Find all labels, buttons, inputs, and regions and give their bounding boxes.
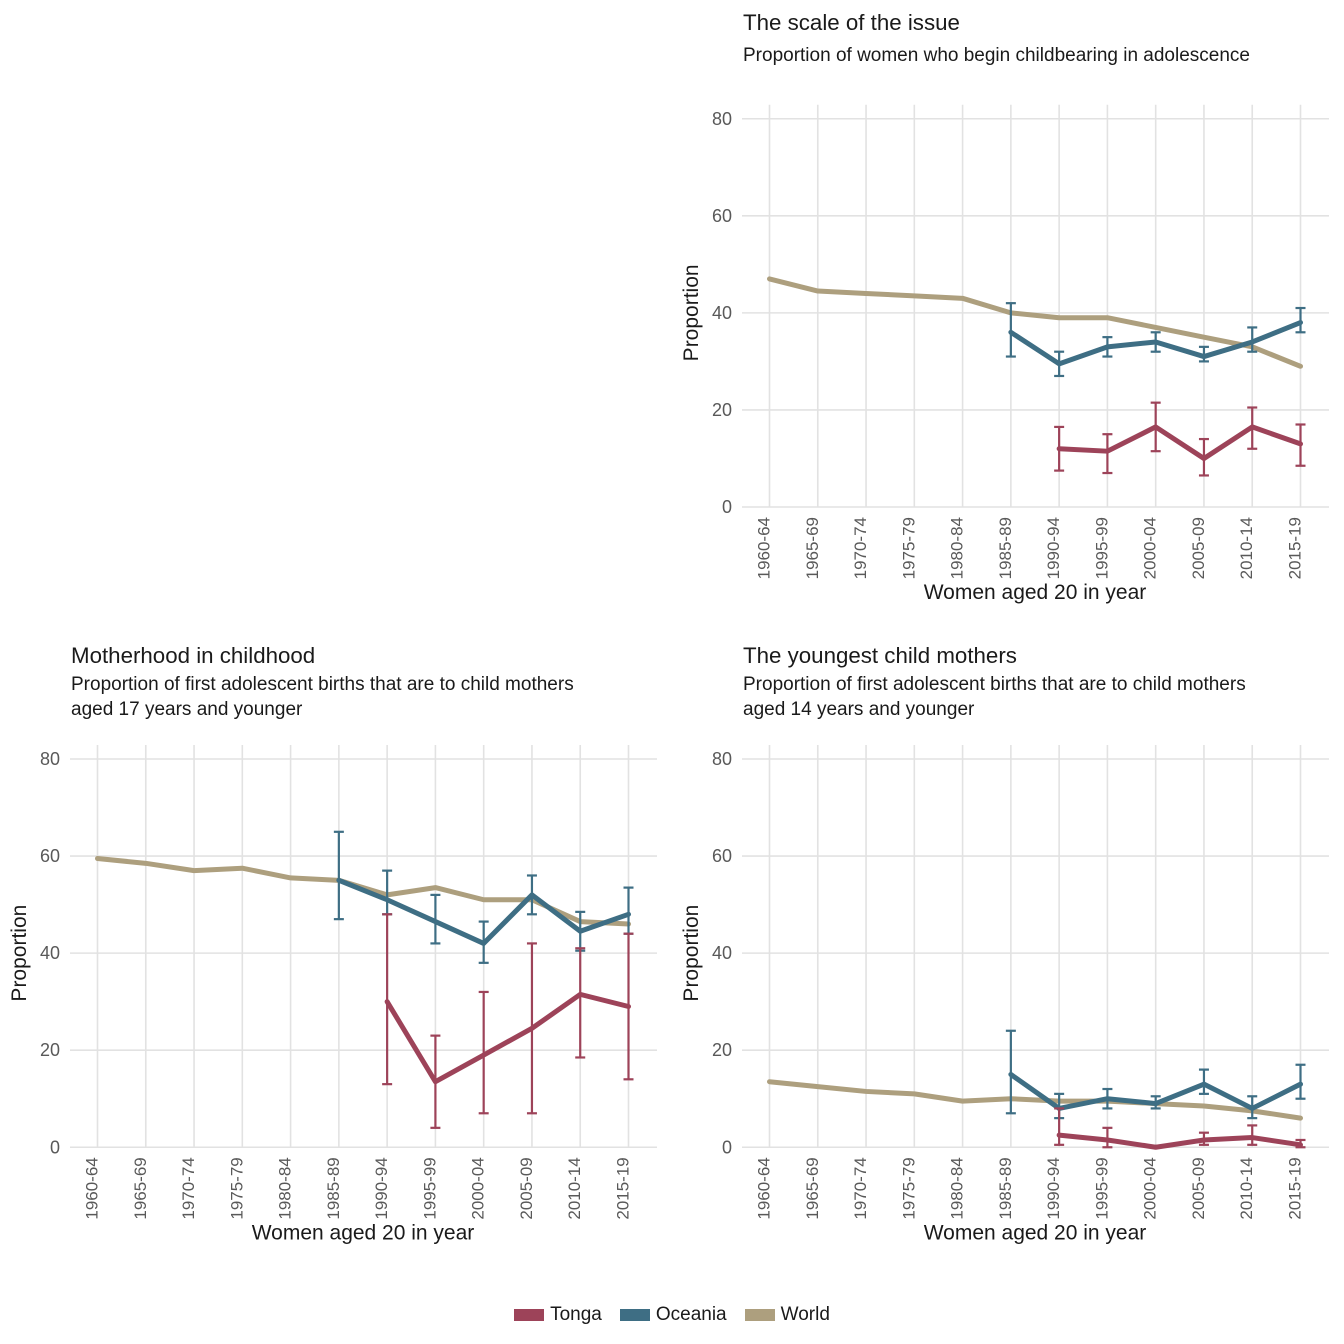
svg-text:80: 80 — [712, 109, 732, 129]
svg-text:Proportion: Proportion — [8, 905, 31, 1002]
svg-text:1980-84: 1980-84 — [276, 1157, 295, 1219]
svg-text:60: 60 — [40, 846, 60, 866]
svg-text:20: 20 — [712, 1040, 732, 1060]
svg-text:Proportion: Proportion — [680, 905, 703, 1002]
svg-text:1995-99: 1995-99 — [1092, 1157, 1111, 1219]
svg-text:1980-84: 1980-84 — [948, 517, 967, 579]
svg-text:40: 40 — [712, 303, 732, 323]
svg-text:Women aged 20 in year: Women aged 20 in year — [924, 581, 1147, 604]
svg-text:1965-69: 1965-69 — [131, 1157, 150, 1219]
svg-text:2000-04: 2000-04 — [469, 1157, 488, 1219]
svg-text:1980-84: 1980-84 — [948, 1157, 967, 1219]
svg-text:1975-79: 1975-79 — [899, 517, 918, 579]
svg-text:1995-99: 1995-99 — [1092, 517, 1111, 579]
svg-text:1990-94: 1990-94 — [1044, 517, 1063, 579]
svg-text:1960-64: 1960-64 — [755, 517, 774, 579]
svg-text:1960-64: 1960-64 — [83, 1157, 102, 1219]
svg-text:2010-14: 2010-14 — [1237, 1157, 1256, 1219]
svg-text:0: 0 — [50, 1137, 60, 1157]
svg-text:1990-94: 1990-94 — [1044, 1157, 1063, 1219]
svg-text:2005-09: 2005-09 — [517, 1157, 536, 1219]
svg-text:Women aged 20 in year: Women aged 20 in year — [252, 1221, 475, 1244]
svg-text:40: 40 — [712, 943, 732, 963]
svg-text:2010-14: 2010-14 — [565, 1157, 584, 1219]
svg-text:2000-04: 2000-04 — [1141, 1157, 1160, 1219]
svg-text:20: 20 — [40, 1040, 60, 1060]
svg-text:1970-74: 1970-74 — [851, 1157, 870, 1219]
svg-text:1965-69: 1965-69 — [803, 517, 822, 579]
svg-text:1975-79: 1975-79 — [227, 1157, 246, 1219]
svg-text:2005-09: 2005-09 — [1189, 517, 1208, 579]
svg-text:1995-99: 1995-99 — [420, 1157, 439, 1219]
svg-text:1970-74: 1970-74 — [179, 1157, 198, 1219]
svg-text:1985-89: 1985-89 — [996, 517, 1015, 579]
svg-text:1965-69: 1965-69 — [803, 1157, 822, 1219]
svg-text:0: 0 — [722, 497, 732, 517]
svg-text:80: 80 — [40, 749, 60, 769]
svg-text:2005-09: 2005-09 — [1189, 1157, 1208, 1219]
svg-text:Women aged 20 in year: Women aged 20 in year — [924, 1221, 1147, 1244]
svg-text:2015-19: 2015-19 — [1286, 517, 1305, 579]
svg-text:1960-64: 1960-64 — [755, 1157, 774, 1219]
svg-text:20: 20 — [712, 400, 732, 420]
svg-text:40: 40 — [40, 943, 60, 963]
svg-text:1975-79: 1975-79 — [899, 1157, 918, 1219]
svg-text:2000-04: 2000-04 — [1141, 517, 1160, 579]
svg-text:0: 0 — [722, 1137, 732, 1157]
svg-text:1990-94: 1990-94 — [372, 1157, 391, 1219]
svg-text:1985-89: 1985-89 — [996, 1157, 1015, 1219]
svg-text:Proportion: Proportion — [680, 264, 703, 361]
svg-text:2015-19: 2015-19 — [1286, 1157, 1305, 1219]
svg-text:60: 60 — [712, 846, 732, 866]
svg-text:1970-74: 1970-74 — [851, 517, 870, 579]
svg-text:1985-89: 1985-89 — [324, 1157, 343, 1219]
svg-text:60: 60 — [712, 206, 732, 226]
svg-text:2015-19: 2015-19 — [614, 1157, 633, 1219]
svg-text:80: 80 — [712, 749, 732, 769]
svg-text:2010-14: 2010-14 — [1237, 517, 1256, 579]
